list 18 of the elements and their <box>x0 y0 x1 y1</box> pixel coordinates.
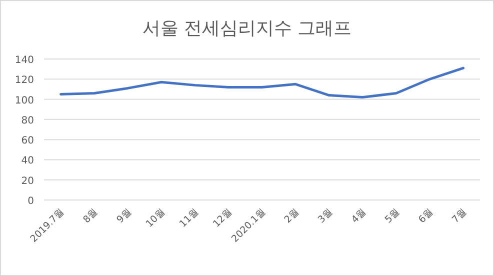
line-series <box>60 66 464 99</box>
y-tick-label: 80 <box>21 115 34 126</box>
x-tick-label: 3월 <box>316 206 336 226</box>
x-tick-label: 7월 <box>450 206 470 226</box>
y-tick-label: 100 <box>14 95 34 106</box>
x-tick-label: 6월 <box>416 206 436 226</box>
x-tick-label: 5월 <box>383 206 402 226</box>
y-tick-label: 40 <box>21 156 34 167</box>
x-tick-label: 4월 <box>350 206 369 226</box>
x-tick-label: 9월 <box>114 206 134 226</box>
x-tick-label: 8월 <box>81 206 100 226</box>
y-tick-label: 120 <box>14 75 34 86</box>
y-tick-label: 20 <box>21 176 34 187</box>
y-tick-label: 0 <box>28 196 34 207</box>
y-tick-label: 140 <box>14 55 34 66</box>
chart-title: 서울 전세심리지수 그래프 <box>142 18 352 39</box>
y-tick-label: 60 <box>21 136 34 147</box>
x-tick-label: 2월 <box>282 206 302 226</box>
